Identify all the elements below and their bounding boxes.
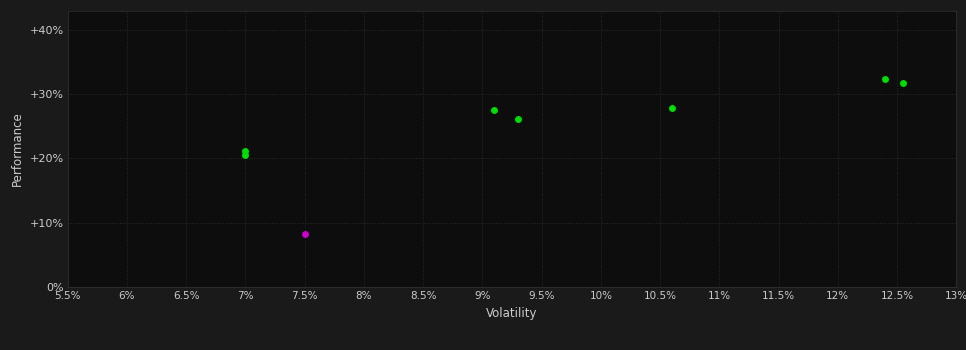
X-axis label: Volatility: Volatility: [486, 307, 538, 320]
Y-axis label: Performance: Performance: [11, 111, 24, 186]
